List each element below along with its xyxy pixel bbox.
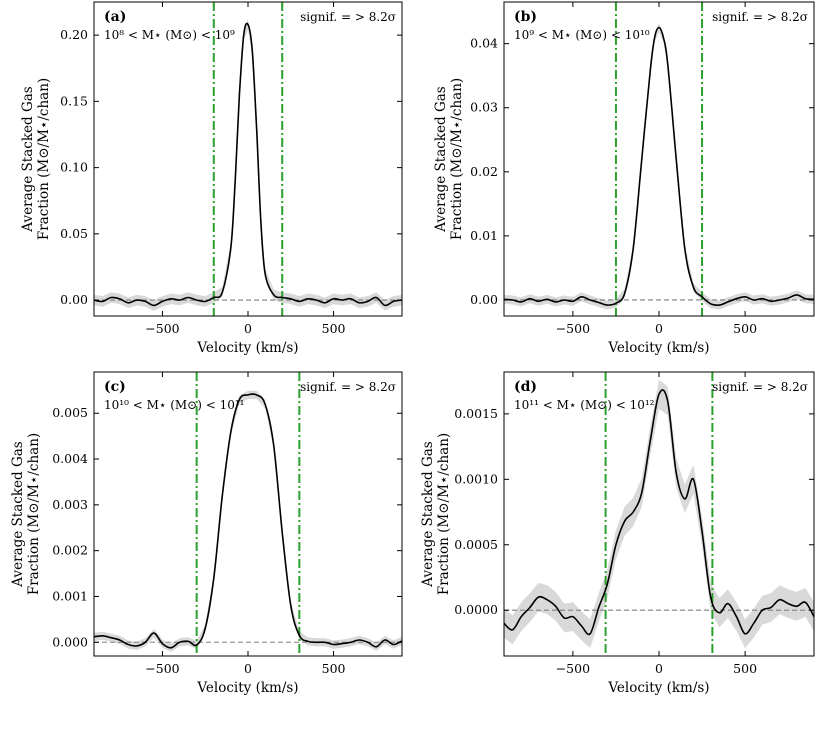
panel-label-d: (d) bbox=[514, 379, 537, 395]
plot-area-d bbox=[504, 372, 814, 656]
y-tick-label-d: 0.0000 bbox=[454, 602, 498, 617]
mass-bin-label-d: 10¹¹ < M⋆ (M⊙) < 10¹² bbox=[514, 398, 655, 412]
axes-frame-d bbox=[503, 371, 815, 657]
x-tick-label-a: −500 bbox=[145, 321, 179, 336]
x-tick-label-b: −500 bbox=[556, 321, 590, 336]
x-tick-label-b: 500 bbox=[733, 321, 757, 336]
series-line-b bbox=[504, 26, 814, 307]
y-tick-label-b: 0.01 bbox=[470, 228, 498, 243]
y-tick-label-a: 0.10 bbox=[60, 160, 88, 175]
x-axis-label-c: Velocity (km/s) bbox=[196, 680, 298, 696]
y-tick-label-c: 0.004 bbox=[52, 451, 88, 466]
y-tick-label-d: 0.0005 bbox=[454, 537, 498, 552]
axes-frame-a bbox=[93, 1, 403, 317]
mass-bin-label-b: 10⁹ < M⋆ (M⊙) < 10¹⁰ bbox=[514, 28, 650, 42]
panel-c: (c) 10¹⁰ < M⋆ (M⊙) < 10¹¹ signif. = > 8.… bbox=[10, 371, 403, 696]
error-band-a bbox=[94, 19, 402, 311]
x-axis-label-b: Velocity (km/s) bbox=[607, 340, 709, 356]
x-tick-label-c: 500 bbox=[322, 661, 346, 676]
y-axis-label-line2-a: Fraction (M⊙/M⋆/chan) bbox=[36, 78, 52, 240]
x-tick-label-b: 0 bbox=[655, 321, 663, 336]
significance-label-c: signif. = > 8.2σ bbox=[300, 380, 396, 394]
series-line-a bbox=[94, 22, 402, 307]
panel-label-b: (b) bbox=[514, 9, 537, 25]
y-tick-label-b: 0.04 bbox=[470, 36, 498, 51]
y-tick-label-b: 0.03 bbox=[470, 100, 498, 115]
y-axis-label-line2-c: Fraction (M⊙/M⋆/chan) bbox=[26, 433, 42, 595]
x-tick-label-a: 500 bbox=[322, 321, 346, 336]
y-axis-label-line1-d: Average Stacked Gas bbox=[420, 441, 436, 587]
y-tick-label-c: 0.005 bbox=[52, 405, 88, 420]
panel-label-c: (c) bbox=[104, 379, 126, 395]
panel-label-a: (a) bbox=[104, 9, 126, 25]
x-tick-label-d: 500 bbox=[733, 661, 757, 676]
x-tick-label-d: 0 bbox=[655, 661, 663, 676]
y-axis-label-line2-d: Fraction (M⊙/M⋆/chan) bbox=[436, 433, 452, 595]
x-tick-label-a: 0 bbox=[244, 321, 252, 336]
series-line-c bbox=[94, 393, 402, 649]
error-band-c bbox=[94, 390, 402, 652]
series-line-d bbox=[504, 389, 814, 636]
y-axis-label-line1-a: Average Stacked Gas bbox=[20, 86, 36, 232]
x-axis-label-a: Velocity (km/s) bbox=[196, 340, 298, 356]
plot-area-b bbox=[504, 2, 814, 316]
y-tick-label-a: 0.20 bbox=[60, 27, 88, 42]
y-tick-label-a: 0.15 bbox=[60, 93, 88, 108]
mass-bin-label-c: 10¹⁰ < M⋆ (M⊙) < 10¹¹ bbox=[104, 398, 244, 412]
y-axis-label-line1-b: Average Stacked Gas bbox=[433, 86, 449, 232]
axes-frame-b bbox=[503, 1, 815, 317]
y-tick-label-d: 0.0015 bbox=[454, 406, 498, 421]
plot-area-c bbox=[94, 372, 402, 656]
y-tick-label-b: 0.00 bbox=[470, 292, 498, 307]
y-tick-label-a: 0.05 bbox=[60, 226, 88, 241]
error-band-b bbox=[504, 23, 814, 310]
y-tick-label-c: 0.002 bbox=[52, 543, 88, 558]
plot-area-a bbox=[94, 2, 402, 316]
y-tick-label-a: 0.00 bbox=[60, 292, 88, 307]
axes-frame-c bbox=[93, 371, 403, 657]
significance-label-a: signif. = > 8.2σ bbox=[300, 10, 396, 24]
x-axis-label-d: Velocity (km/s) bbox=[607, 680, 709, 696]
mass-bin-label-a: 10⁸ < M⋆ (M⊙) < 10⁹ bbox=[104, 28, 235, 42]
significance-label-d: signif. = > 8.2σ bbox=[712, 380, 808, 394]
y-axis-label-line2-b: Fraction (M⊙/M⋆/chan) bbox=[449, 78, 465, 240]
panel-d: (d) 10¹¹ < M⋆ (M⊙) < 10¹² signif. = > 8.… bbox=[420, 371, 815, 696]
x-tick-label-c: 0 bbox=[244, 661, 252, 676]
y-tick-label-c: 0.003 bbox=[52, 497, 88, 512]
y-tick-label-c: 0.000 bbox=[52, 634, 88, 649]
significance-label-b: signif. = > 8.2σ bbox=[712, 10, 808, 24]
y-tick-label-b: 0.02 bbox=[470, 164, 498, 179]
x-tick-label-c: −500 bbox=[145, 661, 179, 676]
y-tick-label-c: 0.001 bbox=[52, 588, 88, 603]
panel-a: (a) 10⁸ < M⋆ (M⊙) < 10⁹ signif. = > 8.2σ… bbox=[20, 1, 403, 356]
panel-b: (b) 10⁹ < M⋆ (M⊙) < 10¹⁰ signif. = > 8.2… bbox=[433, 1, 815, 356]
y-axis-label-line1-c: Average Stacked Gas bbox=[10, 441, 26, 587]
x-tick-label-d: −500 bbox=[556, 661, 590, 676]
y-tick-label-d: 0.0010 bbox=[454, 471, 498, 486]
